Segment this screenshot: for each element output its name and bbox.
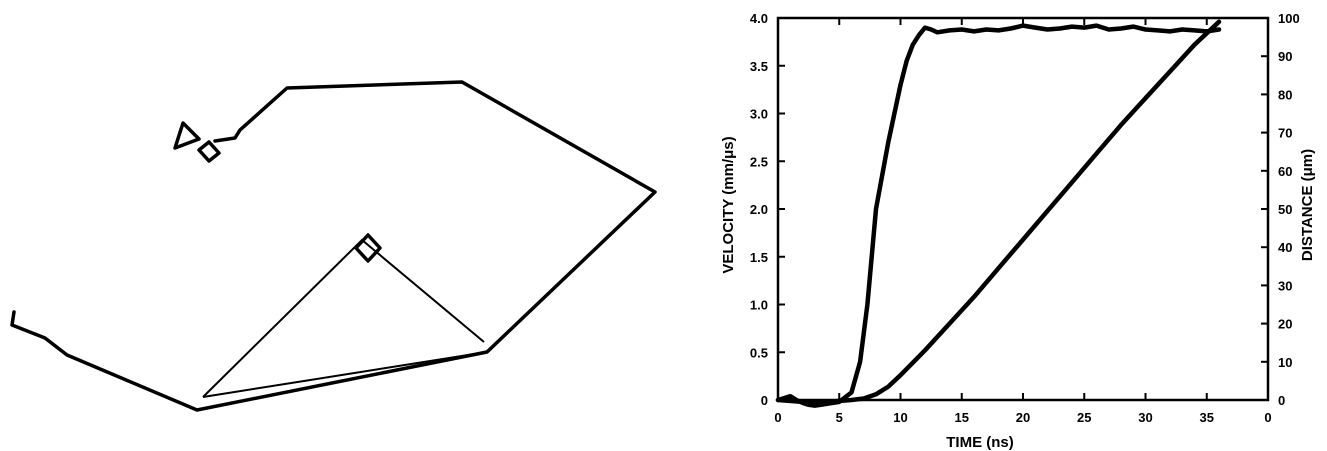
x-tick-label: 5 (836, 410, 843, 425)
y-tick-label: 2.5 (750, 154, 768, 169)
x-tick-label: 20 (1016, 410, 1030, 425)
y2-tick-label: 100 (1278, 11, 1300, 26)
chart: 0 5 10 15 20 25 30 35 000.51.01.52.02.53.03.54.0… (720, 11, 1316, 451)
x-tick-label: 25 (1077, 410, 1091, 425)
distance-series-line (775, 19, 1222, 405)
y-tick-label: 1.5 (750, 250, 768, 265)
y2-tick-label: 90 (1278, 49, 1292, 64)
y-tick-label: 3.0 (750, 107, 768, 122)
x-tick-label: 0 (774, 410, 781, 425)
bottom-chord-line (202, 351, 488, 398)
y-axis-title: VELOCITY (mm/μs) (720, 136, 737, 273)
x-axis-title: TIME (ns) (946, 434, 1014, 451)
y2-axis-title: DISTANCE (μm) (1299, 149, 1316, 261)
x-tick-label: 35 (1200, 410, 1214, 425)
triangle-marker (173, 121, 201, 150)
y2-tick-label: 40 (1278, 240, 1292, 255)
x-tick-label: 15 (955, 410, 969, 425)
y2-tick-label: 10 (1278, 355, 1292, 370)
small-square-marker (197, 140, 221, 163)
outer-path (10, 80, 657, 412)
y-tick-label: 4.0 (750, 11, 768, 26)
apex-square-marker (354, 233, 382, 263)
y2-tick-label: 70 (1278, 126, 1292, 141)
y2-tick-label: 0 (1278, 393, 1285, 408)
y2-tick-label: 20 (1278, 317, 1292, 332)
y-tick-label: 0 (761, 393, 768, 408)
y-tick-label: 3.5 (750, 59, 768, 74)
plot-frame (776, 16, 1270, 402)
y-tick-label: 2.0 (750, 202, 768, 217)
x-tick-label: 30 (1138, 410, 1152, 425)
y-tick-label: 1.0 (750, 298, 768, 313)
y2-tick-label: 30 (1278, 278, 1292, 293)
velocity-series-line (775, 23, 1222, 408)
y-tick-label: 0.5 (750, 345, 768, 360)
diagram (10, 80, 657, 412)
y2-tick-label: 60 (1278, 164, 1292, 179)
x-tick-label: 0 (1264, 410, 1271, 425)
inner-chevron (202, 238, 485, 398)
y2-tick-label: 50 (1278, 202, 1292, 217)
y2-tick-label: 80 (1278, 87, 1292, 102)
x-tick-label: 10 (893, 410, 907, 425)
